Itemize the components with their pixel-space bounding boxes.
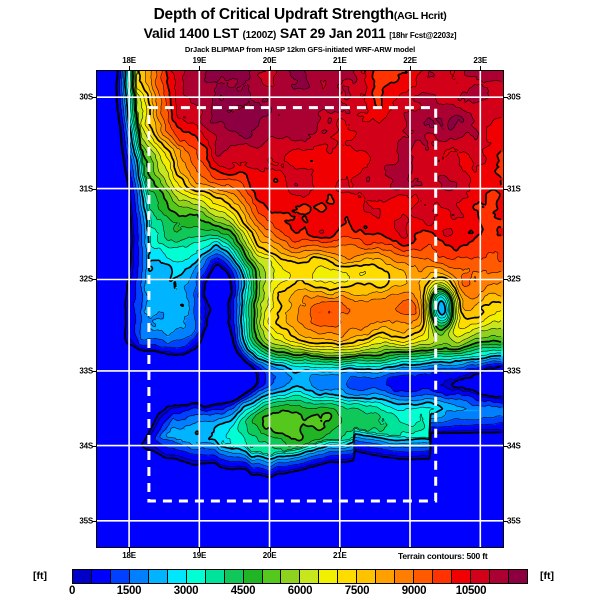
lat-tick-right-33S: 33S [507, 366, 521, 376]
colorbar-unit-left: [ft] [33, 570, 47, 582]
axis-tick-mark [129, 66, 131, 70]
colorbar-swatch-16 [376, 570, 396, 583]
lat-tick-right-31S: 31S [507, 184, 521, 194]
model-caption: DrJack BLIPMAP from HASP 12km GFS-initia… [184, 45, 416, 54]
axis-tick-mark [504, 279, 508, 281]
axis-tick-mark [92, 445, 96, 447]
axis-tick-mark [269, 66, 271, 70]
colorbar-swatch-2 [110, 570, 130, 583]
axis-tick-mark [92, 370, 96, 372]
valid-time-utc: (1200Z) [242, 30, 277, 41]
colorbar-tick-9000: 9000 [401, 585, 427, 597]
colorbar-swatch-5 [167, 570, 187, 583]
colorbar-tick-1500: 1500 [116, 585, 142, 597]
axis-tick-mark [92, 279, 96, 281]
valid-date: SAT 29 Jan 2011 [279, 25, 386, 41]
axis-tick-mark [92, 520, 96, 522]
axis-tick-mark [504, 188, 508, 190]
forecast-hour: [18hr Fcst@2203z] [389, 31, 457, 40]
colorbar-swatch-3 [129, 570, 149, 583]
colorbar-swatch-14 [338, 570, 358, 583]
colorbar-swatch-23 [508, 570, 527, 583]
axis-tick-mark [504, 370, 508, 372]
page-title: Depth of Critical Updraft Strength(AGL H… [0, 6, 600, 25]
colorbar-tick-4500: 4500 [230, 585, 256, 597]
axis-tick-mark [339, 66, 341, 70]
lon-tick-bottom-21E: 21E [332, 551, 347, 560]
colorbar-swatch-6 [186, 570, 206, 583]
axis-tick-mark [504, 520, 508, 522]
colorbar-swatch-20 [452, 570, 472, 583]
colorbar-swatch-8 [224, 570, 244, 583]
lon-tick-top-23E: 23E [473, 56, 488, 65]
colorbar-swatch-17 [395, 570, 415, 583]
lon-tick-top-21E: 21E [332, 56, 347, 65]
colorbar-swatch-12 [300, 570, 320, 583]
axis-tick-mark [480, 66, 482, 70]
axis-tick-mark [199, 548, 201, 552]
colorbar-swatch-13 [319, 570, 339, 583]
colorbar-tick-7500: 7500 [344, 585, 370, 597]
axis-tick-mark [504, 445, 508, 447]
lon-tick-top-18E: 18E [122, 56, 136, 65]
axis-tick-mark [129, 548, 131, 552]
lon-tick-top-20E: 20E [262, 56, 277, 65]
lat-tick-left-35S: 35S [79, 516, 93, 526]
lat-tick-left-31S: 31S [79, 184, 93, 194]
colorbar-unit-right: [ft] [540, 570, 554, 582]
axis-tick-mark [92, 188, 96, 190]
lat-tick-left-30S: 30S [79, 92, 93, 102]
terrain-contour-note: Terrain contours: 500 ft [398, 551, 488, 561]
valid-time-local: Valid 1400 LST [143, 25, 239, 41]
lat-tick-left-34S: 34S [79, 441, 93, 451]
axis-tick-mark [199, 66, 201, 70]
colorbar-swatch-18 [414, 570, 434, 583]
valid-time-line: Valid 1400 LST (1200Z) SAT 29 Jan 2011 [… [0, 25, 600, 44]
colorbar [72, 569, 528, 584]
colorbar-swatch-21 [471, 570, 490, 583]
axis-tick-mark [339, 548, 341, 552]
lon-tick-top-19E: 19E [192, 56, 207, 65]
colorbar-tick-3000: 3000 [173, 585, 199, 597]
lon-tick-bottom-18E: 18E [122, 551, 136, 560]
lat-tick-right-32S: 32S [507, 274, 521, 284]
map-overlay [97, 71, 503, 547]
lat-tick-left-33S: 33S [79, 366, 93, 376]
map-plot-area [96, 70, 504, 548]
lat-tick-right-34S: 34S [507, 441, 521, 451]
colorbar-tick-10500: 10500 [455, 585, 487, 597]
colorbar-swatch-15 [357, 570, 377, 583]
title-main-suffix: (AGL Hcrit) [393, 10, 447, 22]
title-block: Depth of Critical Updraft Strength(AGL H… [0, 6, 600, 55]
colorbar-swatch-11 [281, 570, 301, 583]
axis-tick-mark [269, 548, 271, 552]
axis-tick-mark [504, 97, 508, 99]
lat-tick-right-30S: 30S [507, 92, 521, 102]
colorbar-swatch-0 [73, 570, 92, 583]
colorbar-swatch-9 [243, 570, 263, 583]
lon-tick-top-22E: 22E [403, 56, 417, 65]
colorbar-swatch-19 [433, 570, 453, 583]
lon-tick-bottom-20E: 20E [262, 551, 277, 560]
lat-tick-left-32S: 32S [79, 274, 93, 284]
colorbar-swatch-22 [489, 570, 509, 583]
colorbar-tick-0: 0 [68, 585, 76, 597]
axis-tick-mark [410, 66, 412, 70]
title-main-text: Depth of Critical Updraft Strength [153, 6, 395, 23]
colorbar-swatch-4 [148, 570, 168, 583]
lat-tick-right-35S: 35S [507, 516, 521, 526]
colorbar-swatch-7 [205, 570, 225, 583]
colorbar-tick-6000: 6000 [287, 585, 313, 597]
axis-tick-mark [92, 97, 96, 99]
colorbar-swatch-10 [262, 570, 282, 583]
colorbar-swatch-1 [91, 570, 111, 583]
lon-tick-bottom-19E: 19E [192, 551, 207, 560]
